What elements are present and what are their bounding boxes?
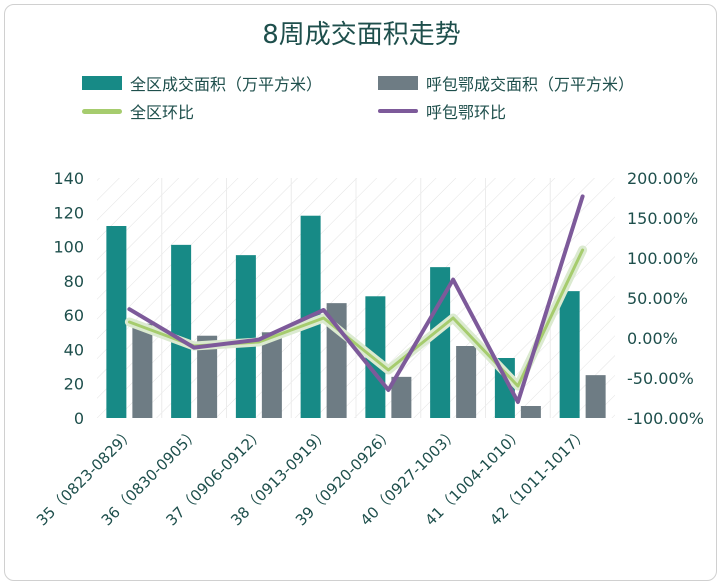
right-tick-label: 100.00% [627,249,698,268]
line-hubaoe-ratio [127,194,585,404]
right-tick-label: 200.00% [627,169,698,188]
right-tick-label: -100.00% [627,409,704,428]
bar-hubaoe [197,335,218,418]
legend-label: 呼包鄂环比 [426,103,507,122]
legend-item-quanqu-area: 全区成交面积（万平方米） [82,71,322,95]
legend-item-hubaoe-area: 呼包鄂成交面积（万平方米） [378,71,634,95]
legend-label: 全区成交面积（万平方米） [130,75,323,94]
chart-title: 8周成交面积走势 [262,20,461,50]
legend-swatch [82,108,122,114]
bar-hubaoe [520,406,541,418]
line-series [124,194,588,404]
left-axis: 0 20 40 60 80 100 120 140 [53,169,84,428]
bar-quanqu [235,255,256,418]
legend-item-hubaoe-ratio: 呼包鄂环比 [378,99,506,123]
left-tick-label: 140 [53,169,84,188]
left-tick-label: 0 [74,409,84,428]
left-tick-label: 100 [53,238,84,257]
right-tick-label: 0.00% [627,329,678,348]
bar-hubaoe [261,332,282,418]
left-tick-label: 20 [64,375,84,394]
bar-hubaoe [132,323,153,418]
left-tick-label: 120 [53,203,84,222]
bar-hubaoe [585,375,606,418]
right-tick-label: -50.00% [627,369,694,388]
legend-swatch [378,76,418,90]
left-tick-label: 60 [64,306,84,325]
legend-label: 呼包鄂成交面积（万平方米） [426,75,635,94]
x-axis: 35（0823-0829）36（0830-0905）37（0906-0912）3… [33,424,592,529]
bar-quanqu [171,244,192,418]
bar-quanqu [430,267,451,418]
bar-hubaoe [391,376,412,418]
left-tick-label: 40 [64,340,84,359]
right-axis: -100.00% -50.00% 0.00% 50.00% 100.00% 150.00%… [627,169,704,428]
right-tick-label: 150.00% [627,209,698,228]
bar-hubaoe [456,346,477,418]
legend-swatch [82,76,122,90]
bar-quanqu [106,226,127,418]
chart-frame [4,4,717,581]
left-tick-label: 80 [64,272,84,291]
right-tick-label: 50.00% [627,289,688,308]
bar-quanqu [559,291,580,418]
legend-item-quanqu-ratio: 全区环比 [82,99,194,123]
legend-swatch [378,109,418,113]
legend-label: 全区环比 [130,103,195,122]
